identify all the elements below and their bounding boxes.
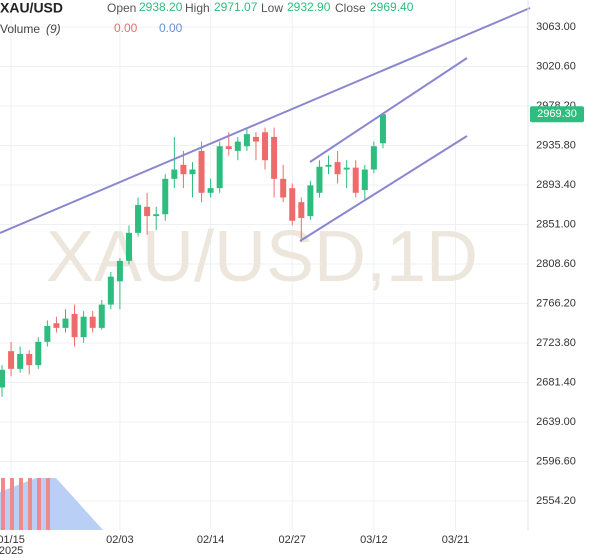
symbol: XAU/USD bbox=[0, 0, 63, 16]
y-tick-label: 2766.20 bbox=[536, 297, 576, 309]
candle-body bbox=[125, 232, 132, 261]
y-tick-label: 3020.60 bbox=[536, 60, 576, 72]
candle-body bbox=[334, 162, 341, 175]
y-tick-label: 2808.60 bbox=[536, 258, 576, 270]
y-tick-label: 2596.60 bbox=[536, 455, 576, 467]
candle-body bbox=[271, 136, 278, 179]
x-tick-label: 02/14 bbox=[197, 534, 225, 546]
candle-body bbox=[234, 141, 241, 151]
candle-body bbox=[62, 318, 69, 328]
volume-pane bbox=[0, 478, 103, 530]
candle-body bbox=[71, 313, 78, 338]
candle-body bbox=[44, 326, 51, 342]
x-tick-label: 03/21 bbox=[442, 534, 470, 546]
low-value: 2932.90 bbox=[287, 0, 331, 14]
volume-bar bbox=[1, 478, 5, 530]
volume-value: 0.00 bbox=[159, 21, 183, 35]
candle-body bbox=[153, 214, 160, 217]
candle-body bbox=[89, 316, 96, 328]
trend-line bbox=[0, 7, 531, 234]
trend-line bbox=[299, 135, 468, 242]
candle-body bbox=[135, 204, 142, 233]
x-sub-label: 2025 bbox=[0, 545, 23, 557]
y-tick-label: 2935.80 bbox=[536, 139, 576, 151]
grid bbox=[0, 0, 528, 530]
candle-body bbox=[8, 351, 15, 369]
volume-value: 0.00 bbox=[114, 21, 138, 35]
low-label: Low bbox=[261, 1, 283, 15]
candle-body bbox=[262, 132, 269, 161]
candle-body bbox=[107, 276, 114, 305]
high-label: High bbox=[185, 1, 210, 15]
volume-bar bbox=[28, 478, 32, 530]
y-tick-label: 2639.00 bbox=[536, 416, 576, 428]
candle-body bbox=[289, 188, 296, 221]
volume-bar bbox=[19, 478, 23, 530]
open-value: 2938.20 bbox=[139, 0, 183, 14]
candle-body bbox=[17, 353, 24, 369]
x-tick-label: 03/12 bbox=[360, 534, 388, 546]
trend-lines bbox=[0, 7, 531, 242]
candle-body bbox=[343, 167, 350, 170]
candle-body bbox=[171, 169, 178, 179]
candle-body bbox=[0, 369, 5, 388]
x-tick-label: 02/27 bbox=[278, 534, 306, 546]
candle-body bbox=[189, 169, 196, 175]
candle-body bbox=[98, 304, 105, 328]
candle-body bbox=[162, 178, 169, 215]
volume-param: (9) bbox=[46, 22, 61, 36]
candle-body bbox=[370, 146, 377, 170]
candle-body bbox=[225, 146, 232, 150]
high-value: 2971.07 bbox=[214, 0, 258, 14]
x-tick-label: 01/15 bbox=[0, 534, 25, 546]
candle-body bbox=[35, 341, 42, 366]
close-label: Close bbox=[335, 1, 366, 15]
candle-body bbox=[298, 202, 305, 218]
candle-body bbox=[352, 167, 359, 193]
candle-body bbox=[316, 166, 323, 193]
candle-body bbox=[53, 323, 60, 328]
y-tick-label: 2851.00 bbox=[536, 218, 576, 230]
candle-body bbox=[198, 150, 205, 193]
y-tick-label: 2723.80 bbox=[536, 337, 576, 349]
candle-body bbox=[307, 185, 314, 217]
last-price-label: 2969.30 bbox=[537, 108, 577, 120]
candle-body bbox=[116, 260, 123, 282]
candle-body bbox=[325, 164, 332, 167]
candles bbox=[0, 112, 386, 397]
volume-label: Volume bbox=[0, 22, 40, 36]
volume-bar bbox=[46, 478, 50, 530]
candle-body bbox=[26, 353, 33, 366]
y-tick-label: 3063.00 bbox=[536, 21, 576, 33]
close-value: 2969.40 bbox=[370, 0, 414, 14]
y-tick-label: 2893.40 bbox=[536, 179, 576, 191]
volume-bar bbox=[10, 478, 14, 530]
trend-line bbox=[309, 57, 468, 163]
y-tick-label: 2681.40 bbox=[536, 376, 576, 388]
open-label: Open bbox=[107, 1, 136, 15]
candle-body bbox=[361, 169, 368, 191]
candle-body bbox=[80, 316, 87, 338]
last-price-tag bbox=[530, 106, 584, 123]
watermark: XAU/USD,1D bbox=[46, 217, 478, 297]
volume-area bbox=[0, 478, 103, 530]
x-tick-label: 02/03 bbox=[106, 534, 134, 546]
candle-body bbox=[280, 178, 287, 198]
candle-body bbox=[379, 114, 386, 144]
candle-body bbox=[207, 188, 214, 193]
candle-body bbox=[144, 206, 151, 217]
axes: 2554.20 2596.60 2639.00 2681.40 2723.80 2766.… bbox=[0, 21, 584, 557]
candle-body bbox=[252, 136, 259, 142]
volume-bar bbox=[37, 478, 41, 530]
y-tick-label: 2554.20 bbox=[536, 495, 576, 507]
candle-body bbox=[216, 146, 223, 189]
candle-body bbox=[243, 134, 250, 147]
candle-body bbox=[180, 164, 187, 175]
